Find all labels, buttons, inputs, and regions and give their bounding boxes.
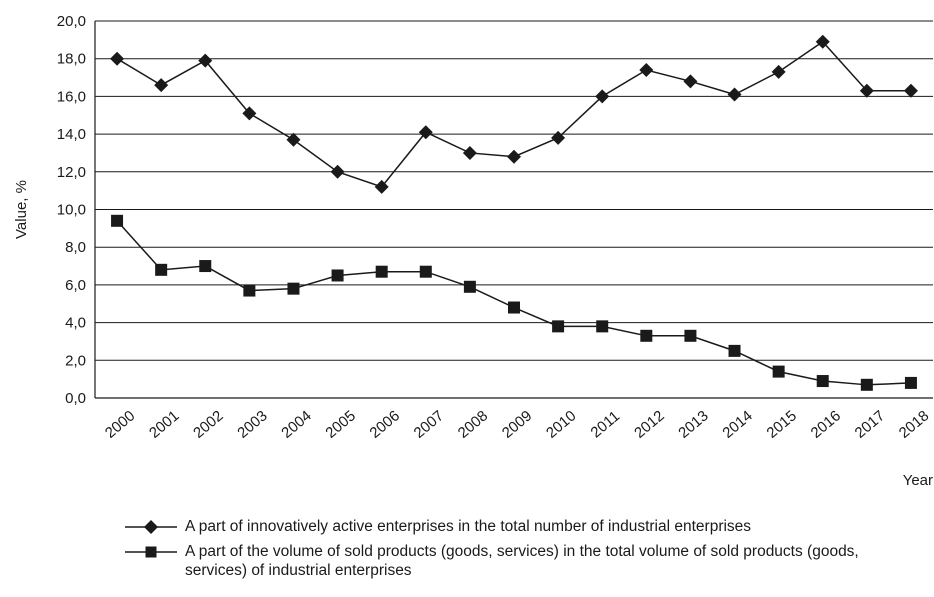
series-1-point [683, 74, 698, 89]
x-tick-label: 2007 [411, 407, 447, 441]
x-tick-label: 2011 [587, 408, 623, 442]
series-2-point [199, 260, 212, 273]
series-2-point [596, 320, 609, 333]
series-2-point [728, 344, 741, 357]
x-tick-label: 2012 [631, 407, 667, 441]
y-tick-label: 12,0 [57, 164, 86, 181]
x-tick-label: 2000 [102, 407, 138, 441]
y-tick-label: 2,0 [65, 352, 86, 369]
x-tick-label: 2003 [234, 407, 270, 441]
y-tick-label: 16,0 [57, 88, 86, 105]
legend: A part of innovatively active enterprise… [125, 517, 915, 586]
series-1-point [727, 87, 742, 102]
legend-item-series-2: A part of the volume of sold products (g… [125, 542, 915, 580]
series-1-point [154, 78, 169, 93]
series-1-point [507, 149, 521, 164]
x-tick-label: 2010 [543, 407, 579, 441]
x-tick-label: 2006 [367, 407, 403, 441]
series-2-point [684, 329, 697, 342]
series-2-point [640, 329, 653, 342]
y-tick-label: 6,0 [65, 277, 86, 294]
x-tick-label: 2013 [675, 407, 711, 441]
series-2-point [816, 375, 829, 388]
series-2-point [155, 263, 168, 276]
series-line-1 [116, 40, 911, 188]
series-1-point [110, 51, 125, 66]
series-2-point [860, 378, 873, 391]
series-1-point [330, 164, 345, 179]
series-1-point [286, 132, 301, 147]
x-tick-label: 2004 [278, 407, 314, 441]
series-1-point [859, 83, 874, 98]
y-tick-label: 20,0 [57, 13, 86, 30]
series-2-point [111, 214, 124, 227]
y-tick-label: 4,0 [65, 315, 86, 332]
legend-label-series-1: A part of innovatively active enterprise… [185, 518, 752, 535]
y-tick-label: 0,0 [65, 390, 86, 407]
series-1-point [418, 125, 433, 140]
y-tick-label: 14,0 [57, 126, 86, 143]
series-1-point [551, 130, 566, 145]
diamond-marker-icon [125, 520, 177, 534]
x-tick-label: 2009 [499, 407, 535, 441]
x-tick-label: 2002 [190, 407, 226, 441]
legend-item-series-1: A part of innovatively active enterprise… [125, 517, 915, 536]
legend-label-series-2: A part of the volume of sold products (g… [185, 543, 859, 579]
x-tick-label: 2017 [852, 407, 888, 441]
series-1-point [771, 64, 786, 79]
series-2-point [287, 282, 300, 295]
x-tick-label: 2014 [719, 407, 755, 441]
series-1-point [639, 63, 654, 78]
series-2-point [331, 269, 344, 282]
series-2-point [419, 265, 432, 278]
y-axis-title: Value, % [13, 180, 30, 239]
x-tick-label: 2005 [322, 407, 358, 441]
series-2-point [463, 280, 476, 293]
series-1-point [903, 83, 918, 98]
series-1-point [462, 145, 477, 160]
series-1-point [374, 179, 389, 194]
x-tick-label: 2015 [763, 407, 799, 441]
series-1-point [198, 53, 213, 68]
x-tick-label: 2008 [455, 407, 491, 441]
x-tick-label: 2016 [808, 407, 844, 441]
series-2-point [552, 320, 565, 333]
x-tick-label: 2001 [146, 407, 182, 441]
series-2-point [375, 265, 388, 278]
series-1-point [815, 34, 830, 49]
series-2-point [772, 365, 785, 378]
series-1-point [595, 89, 610, 104]
x-axis-title: Year [903, 472, 933, 489]
series-1-point [242, 106, 257, 121]
series-2-point [243, 284, 256, 297]
square-marker-icon [125, 546, 177, 558]
y-tick-label: 18,0 [57, 51, 86, 68]
line-chart: Value, % Year 0,0 2,0 4,0 6,0 8,0 10,0 12,0 14,… [13, 13, 933, 489]
series-2-point [508, 301, 520, 314]
y-tick-label: 10,0 [57, 202, 86, 219]
series-2-point [904, 376, 917, 389]
x-tick-label: 2018 [896, 407, 932, 441]
y-tick-label: 8,0 [65, 239, 86, 256]
